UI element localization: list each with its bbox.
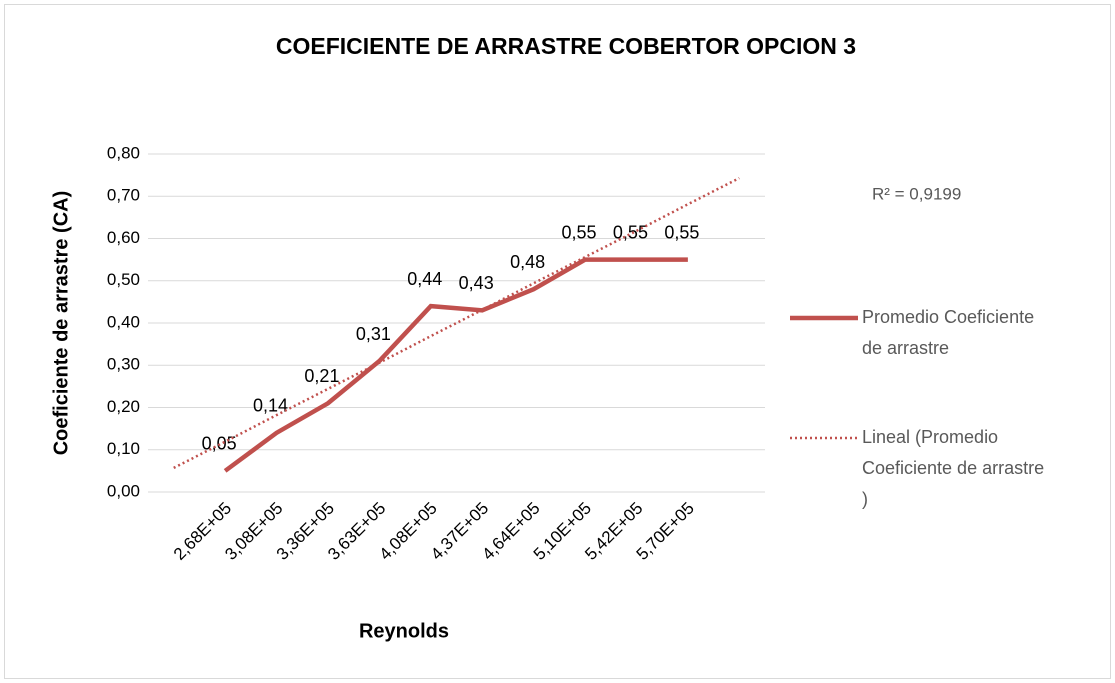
data-label: 0,43 <box>459 273 494 293</box>
legend-label: Promedio Coeficiente de arrastre <box>862 307 1035 358</box>
data-label: 0,55 <box>562 222 597 242</box>
y-tick-label: 0,60 <box>107 228 140 247</box>
y-tick-label: 0,40 <box>107 312 140 331</box>
data-label: 0,14 <box>253 396 288 416</box>
data-label: 0,55 <box>613 222 648 242</box>
chart-title: COEFICIENTE DE ARRASTRE COBERTOR OPCION … <box>276 33 856 59</box>
data-label: 0,48 <box>510 252 545 272</box>
y-tick-label: 0,30 <box>107 355 140 374</box>
y-tick-label: 0,00 <box>107 481 140 500</box>
y-tick-label: 0,70 <box>107 186 140 205</box>
data-label: 0,55 <box>664 222 699 242</box>
data-label: 0,44 <box>407 269 442 289</box>
legend-label: Lineal (Promedio Coeficiente de arrastre… <box>862 427 1045 509</box>
y-tick-label: 0,10 <box>107 439 140 458</box>
legend-entry: Promedio Coeficiente de arrastre <box>862 307 1035 358</box>
trendline <box>173 176 740 470</box>
legend-entry: Lineal (Promedio Coeficiente de arrastre… <box>862 427 1045 509</box>
y-tick-label: 0,20 <box>107 397 140 416</box>
chart-frame <box>4 4 1111 679</box>
r-squared: R² = 0,9199 <box>872 184 961 203</box>
y-axis-title: Coeficiente de arrastre (CA) <box>50 191 72 456</box>
data-label: 0,31 <box>356 324 391 344</box>
y-tick-label: 0,80 <box>107 143 140 162</box>
x-axis-title: Reynolds <box>359 620 449 642</box>
y-tick-label: 0,50 <box>107 270 140 289</box>
data-label: 0,21 <box>304 366 339 386</box>
data-line <box>223 257 688 473</box>
